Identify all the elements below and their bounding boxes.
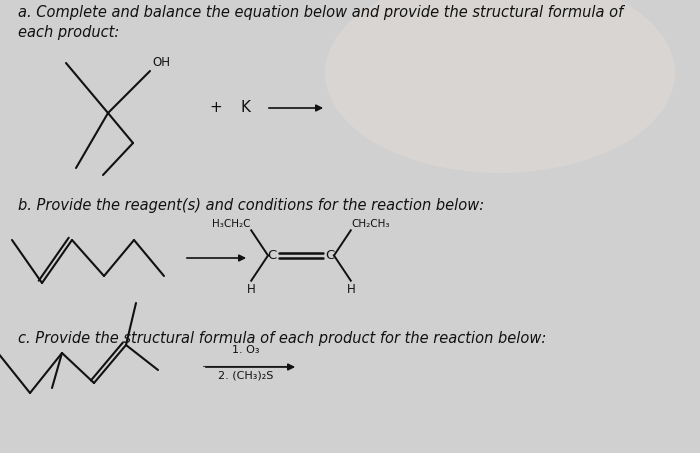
Text: H: H — [346, 283, 355, 296]
Text: a. Complete and balance the equation below and provide the structural formula of: a. Complete and balance the equation bel… — [18, 5, 623, 40]
Text: 1. O₃: 1. O₃ — [232, 345, 259, 355]
Text: H: H — [247, 283, 256, 296]
Text: C: C — [267, 249, 277, 262]
Text: K: K — [241, 101, 251, 116]
Text: 2. (CH₃)₂S: 2. (CH₃)₂S — [218, 371, 273, 381]
Text: b. Provide the reagent(s) and conditions for the reaction below:: b. Provide the reagent(s) and conditions… — [18, 198, 484, 213]
Text: c. Provide the structural formula of each product for the reaction below:: c. Provide the structural formula of eac… — [18, 331, 546, 346]
Text: C: C — [325, 249, 335, 262]
Text: H₃CH₂C: H₃CH₂C — [211, 219, 250, 229]
Ellipse shape — [325, 0, 675, 173]
Text: CH₂CH₃: CH₂CH₃ — [352, 219, 391, 229]
Text: OH: OH — [152, 56, 170, 69]
Text: +: + — [209, 101, 223, 116]
